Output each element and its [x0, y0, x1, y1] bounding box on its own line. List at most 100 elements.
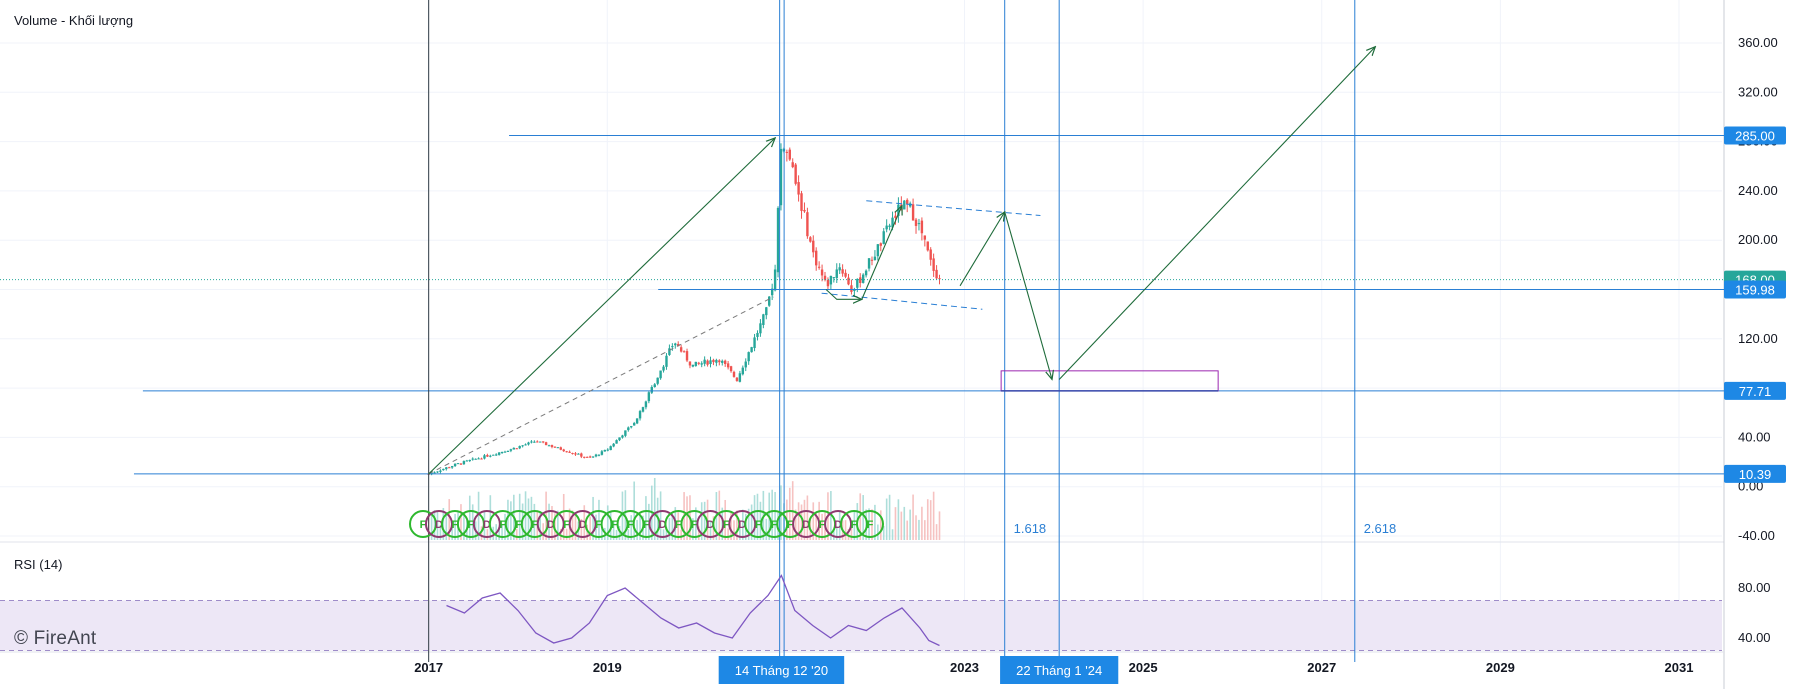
candle-body [753, 337, 756, 349]
event-marker-circle [856, 510, 884, 538]
volume-bar [724, 499, 726, 540]
candle-body [879, 243, 882, 246]
candle-body [861, 274, 865, 283]
event-marker-label: F [468, 519, 475, 531]
candle-body [462, 461, 466, 465]
candle-body [477, 458, 480, 460]
event-marker-label: F [643, 519, 650, 531]
volume-bar [932, 491, 935, 540]
candle-body [688, 361, 692, 366]
volume-bar [794, 509, 797, 540]
volume-bar [882, 525, 885, 540]
volume-bar [879, 510, 882, 540]
time-badge [1000, 656, 1119, 684]
volume-bar [924, 520, 926, 540]
fib-level-label: 1.618 [1014, 521, 1047, 536]
volume-bar [439, 525, 442, 540]
candle-body [870, 259, 874, 261]
candle-body [591, 456, 595, 458]
wave-arrow [1058, 47, 1375, 380]
event-marker-label: F [499, 519, 506, 531]
volume-bar [445, 512, 448, 540]
candle-body [456, 463, 460, 465]
volume-bar [853, 510, 856, 540]
price-badge-label: 77.71 [1739, 384, 1772, 399]
event-marker-circle [728, 510, 757, 538]
event-marker-circle [824, 510, 853, 538]
candle-body [468, 459, 471, 461]
candle-body [483, 455, 486, 459]
volume-bar [788, 487, 791, 540]
event-marker-label: F [755, 519, 762, 531]
price-badge-label: 285.00 [1735, 128, 1775, 143]
volume-bar [926, 499, 929, 540]
volume-bar [695, 507, 697, 540]
candle-body [806, 212, 809, 237]
candle-body [873, 256, 877, 261]
volume-bar [806, 495, 809, 540]
badges-layer: 14 Tháng 12 '20 22 Tháng 1 '24285.00168.0… [718, 126, 1786, 684]
candle-body [847, 277, 850, 285]
candle-body [518, 446, 521, 449]
volume-bar [574, 514, 577, 540]
volume-bar [653, 478, 656, 540]
volume-bar [812, 502, 815, 540]
time-axis-tick: 2023 [950, 660, 979, 675]
candle-body [841, 269, 844, 274]
volume-bar [929, 500, 932, 540]
candle-body [812, 240, 815, 253]
volume-bar [571, 510, 574, 540]
candle-body [682, 351, 686, 353]
volume-bar [833, 529, 835, 540]
event-marker-label: F [515, 519, 522, 531]
candle-body [929, 249, 932, 260]
volume-bar [442, 507, 445, 540]
candle-body [635, 418, 639, 424]
candle-body [662, 366, 665, 371]
candle-body [453, 463, 457, 467]
volume-bar [921, 506, 923, 540]
volume-bar [471, 504, 474, 540]
candle-body [594, 454, 598, 457]
volume-bar [627, 529, 630, 540]
candle-body [888, 225, 891, 228]
candle-body [729, 366, 733, 372]
volume-bar [586, 524, 589, 540]
candle-body [439, 470, 442, 472]
volume-bar [915, 515, 917, 540]
candle-body [497, 452, 501, 455]
volume-bar [507, 499, 509, 540]
candle-body [597, 454, 601, 456]
candle-body [527, 442, 530, 445]
candle-body [644, 401, 648, 408]
candle-body [671, 346, 674, 348]
volume-bar [533, 503, 536, 540]
volume-bar [451, 520, 453, 540]
event-marker-circle [568, 510, 597, 538]
event-marker-circle [536, 510, 565, 538]
event-marker-circle [696, 510, 725, 538]
candle-body [544, 442, 548, 446]
candle-body [500, 452, 504, 454]
candle-body [621, 435, 624, 438]
event-marker-label: D [738, 519, 746, 531]
candle-body [694, 361, 698, 366]
candles-layer [427, 143, 941, 476]
volume-bar [756, 493, 759, 540]
candle-body [465, 460, 469, 462]
candle-body [536, 441, 539, 443]
candle-body [791, 162, 794, 168]
candle-body [856, 278, 859, 288]
candle-body [556, 447, 560, 449]
axes-layer: 360.00320.00280.00240.00200.00160.00120.… [414, 35, 1778, 675]
volume-bar [736, 510, 738, 540]
event-marker-label: F [691, 519, 698, 531]
volume-bar [518, 493, 521, 540]
volume-bar [659, 491, 662, 540]
volume-bar [615, 529, 618, 540]
volume-bar [703, 501, 706, 540]
candle-body [732, 371, 736, 377]
candle-body [850, 285, 853, 292]
